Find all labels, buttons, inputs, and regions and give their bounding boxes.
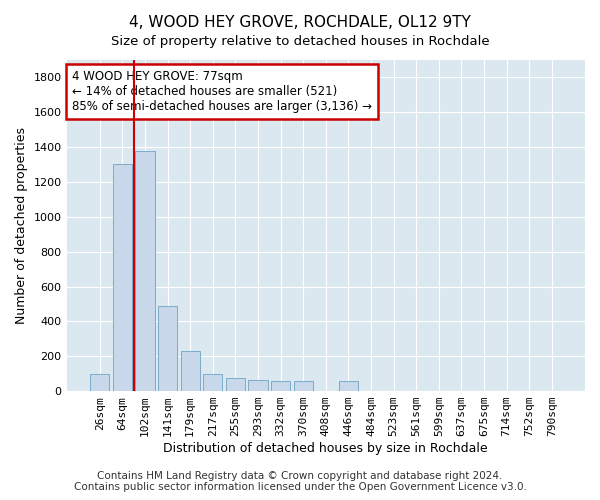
Bar bbox=[136, 152, 155, 391]
Y-axis label: Number of detached properties: Number of detached properties bbox=[15, 127, 28, 324]
Text: 4 WOOD HEY GROVE: 77sqm
← 14% of detached houses are smaller (521)
85% of semi-d: 4 WOOD HEY GROVE: 77sqm ← 14% of detache… bbox=[72, 70, 372, 113]
Text: 4, WOOD HEY GROVE, ROCHDALE, OL12 9TY: 4, WOOD HEY GROVE, ROCHDALE, OL12 9TY bbox=[129, 15, 471, 30]
Bar bbox=[226, 378, 245, 391]
Bar bbox=[181, 351, 200, 391]
Bar bbox=[293, 382, 313, 391]
Bar bbox=[339, 382, 358, 391]
Bar bbox=[203, 374, 223, 391]
Bar bbox=[113, 164, 132, 391]
Bar bbox=[271, 382, 290, 391]
Bar bbox=[158, 306, 177, 391]
Text: Contains HM Land Registry data © Crown copyright and database right 2024.
Contai: Contains HM Land Registry data © Crown c… bbox=[74, 471, 526, 492]
X-axis label: Distribution of detached houses by size in Rochdale: Distribution of detached houses by size … bbox=[163, 442, 488, 455]
Bar bbox=[248, 380, 268, 391]
Text: Size of property relative to detached houses in Rochdale: Size of property relative to detached ho… bbox=[110, 35, 490, 48]
Bar bbox=[90, 374, 109, 391]
